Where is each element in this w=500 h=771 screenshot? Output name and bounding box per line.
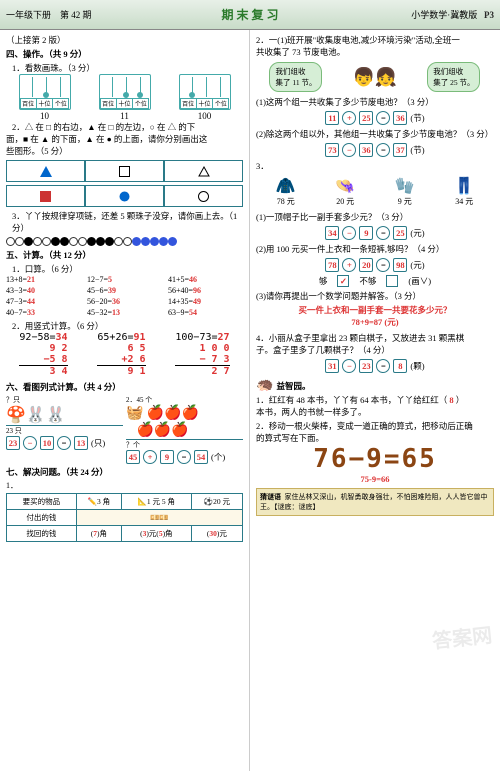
header-right: 小学数学·冀教版 P3 xyxy=(279,8,495,21)
mental-calc-grid: 13+8=21 12−7=5 41+5=46 43−3=40 45−6=39 5… xyxy=(6,275,243,317)
q5-2: 2．用竖式计算。（6 分） xyxy=(12,320,243,332)
abacus-1: 百位十位个位 xyxy=(19,74,71,110)
abacus-1-val: 10 xyxy=(17,111,73,121)
p2-eq: = xyxy=(177,450,191,464)
section-5-title: 五、计算。（共 12 分） xyxy=(6,249,243,261)
header-left: 一年级下册 第 42 期 xyxy=(6,8,222,21)
puzzle-title: 益智园。 xyxy=(276,380,310,392)
shape-grid-row1 xyxy=(6,160,243,182)
q3: 3． xyxy=(256,160,494,172)
row2-label: 付出的钱 xyxy=(7,510,77,526)
abacus-2: 百位十位个位 xyxy=(99,74,151,110)
q3-3: (3)请你再提出一个数学问题并解答。（3 分） xyxy=(256,290,494,302)
shape-grid-row2 xyxy=(6,185,243,207)
issue: 第 42 期 xyxy=(60,10,92,20)
p1-unit: (只) xyxy=(91,437,105,449)
left-column: （上接第 2 版） 四、操作。（共 9 分） 1．看数画珠。（3 分） 百位十位… xyxy=(0,30,250,771)
row1-label: 要买的物品 xyxy=(7,494,77,510)
q2-1: (1)这两个组一共收集了多少节废电池？（3 分） xyxy=(256,96,494,108)
continued-note: （上接第 2 版） xyxy=(6,34,243,46)
abacus-2-val: 11 xyxy=(97,111,153,121)
square-filled-icon xyxy=(40,191,51,202)
q2-2: (2)除这两个组以外，其他组一共收集了多少节废电池？（3 分） xyxy=(256,128,494,140)
enough-check: ✓ xyxy=(337,275,349,287)
q5-1: 1．口算。（6 分） xyxy=(12,263,243,275)
p1-eq: = xyxy=(57,436,71,450)
grade: 一年级下册 xyxy=(6,10,51,20)
p2-q: ？个 xyxy=(126,439,243,450)
vertical-row: 92−58=34 9 2 −5 8 3 4 65+26=91 6 5 +2 6 … xyxy=(6,332,243,377)
right-column: 2．一(1)班开展"收集废电池,减少环境污染"活动,全班一 共收集了 73 节废… xyxy=(250,30,500,771)
subject: 小学数学·冀教版 xyxy=(411,10,477,20)
matchstick-eq: 76−9=65 xyxy=(256,444,494,474)
vert-3: 100−73=27 1 0 0 − 7 3 2 7 xyxy=(175,332,229,377)
q3-3q: 买一件上衣和一副手套一共要花多少元？ xyxy=(256,304,494,316)
circle-filled-icon xyxy=(119,191,130,202)
q4-2b: 面，■ 在 ▲ 的下面，▲ 在 ● 的上面，请你分别画出这 xyxy=(6,133,243,145)
puzzle-icon: 🦔 xyxy=(256,377,273,394)
q3-3a: 78+9=87 (元) xyxy=(256,316,494,328)
riddle-banner: 猜谜语 家住丛林又深山，机智勇敢身强壮，不怕困难险阻，人人皆它兽中王。【谜底：谜… xyxy=(256,488,494,516)
tri-outline-icon xyxy=(198,166,210,177)
hat-icon: 👒 xyxy=(335,176,355,196)
section-4-title: 四、操作。（共 9 分） xyxy=(6,48,243,60)
q4-2c: 些图形。（5 分） xyxy=(6,145,243,157)
p2-a: 45 xyxy=(126,450,140,464)
p1-c: 13 xyxy=(74,436,88,450)
bubble-1: 我们组收 集了 11 节。 xyxy=(269,62,322,92)
abacus-3: 百位十位个位 xyxy=(179,74,231,110)
header-title: 期 末 复 习 xyxy=(222,6,279,23)
bubble-2: 我们组收 集了 25 节。 xyxy=(427,62,480,92)
gloves-icon: 🧤 xyxy=(395,176,415,196)
coat-icon: 🧥 xyxy=(276,176,296,196)
p1-b: 10 xyxy=(40,436,54,450)
q4-a: 4．小丽从盒子里拿出 23 颗白棋子，又放进去 31 颗黑棋 xyxy=(256,332,494,344)
q2-intro-a: 2．一(1)班开展"收集废电池,减少环境污染"活动,全班一 xyxy=(256,34,494,46)
p2-op: + xyxy=(143,450,157,464)
q4-1: 1．看数画珠。（3 分） xyxy=(12,62,243,74)
row3-label: 找回的钱 xyxy=(7,526,77,542)
circle-outline-icon xyxy=(198,191,209,202)
items-row: 🧥78 元 👒20 元 🧤9 元 👖34 元 xyxy=(256,176,494,207)
matchstick-ans: 75-9=66 xyxy=(256,474,494,484)
notenough-check xyxy=(386,275,398,287)
vert-2: 65+26=91 6 5 +2 6 9 1 xyxy=(97,332,145,377)
q2-intro-b: 共收集了 73 节废电池。 xyxy=(256,46,494,58)
p1-a: 23 xyxy=(6,436,20,450)
bead-string xyxy=(6,237,243,246)
q4-b: 子。盒子里多了几颗棋子？（4 分） xyxy=(256,344,494,356)
p2-c: 54 xyxy=(194,450,208,464)
goods-table: 要买的物品 ✏️3 角 📐1 元 5 角 ⚽20 元 付出的钱 💴💴 找回的钱 … xyxy=(6,493,243,542)
q4-2a: 2．△ 在 □ 的右边，▲ 在 □ 的左边，○ 在 △ 的下 xyxy=(12,121,243,133)
pants-icon: 👖 xyxy=(454,176,474,196)
q4-3: 3．丫丫按规律穿项链，还差 5 颗珠子没穿，请你画上去。（1 分） xyxy=(12,210,243,234)
p2-b: 9 xyxy=(160,450,174,464)
vert-1: 92−58=34 9 2 −5 8 3 4 xyxy=(19,332,67,377)
abacus-row: 百位十位个位 10 百位十位个位 11 百位十位个位 100 xyxy=(6,74,243,121)
section-6-title: 六、看图列式计算。（共 4 分） xyxy=(6,381,243,393)
q3-1: (1)一顶帽子比一副手套多少元？（3 分） xyxy=(256,211,494,223)
tri-filled-icon xyxy=(40,166,52,177)
p1-label: ？只 xyxy=(6,395,123,405)
p1-val: 23 只 xyxy=(6,425,123,436)
p2-unit: (个) xyxy=(211,451,225,463)
square-icon xyxy=(119,166,130,177)
q3-2: (2)用 100 元买一件上衣和一条短裤,够吗？（4 分） xyxy=(256,243,494,255)
p1-op: − xyxy=(23,436,37,450)
page-number: P3 xyxy=(484,10,494,20)
abacus-3-val: 100 xyxy=(177,111,233,121)
kids-icon: 👦👧 xyxy=(352,67,397,88)
pic-problems: ？只 🍄🐰🐰 23 只 23 − 10 = 13 (只) 2．45 个 🧺 🍎🍎… xyxy=(6,395,243,464)
section-7-title: 七、解决问题。（共 24 分） xyxy=(6,466,243,478)
page-header: 一年级下册 第 42 期 期 末 复 习 小学数学·冀教版 P3 xyxy=(0,0,500,30)
